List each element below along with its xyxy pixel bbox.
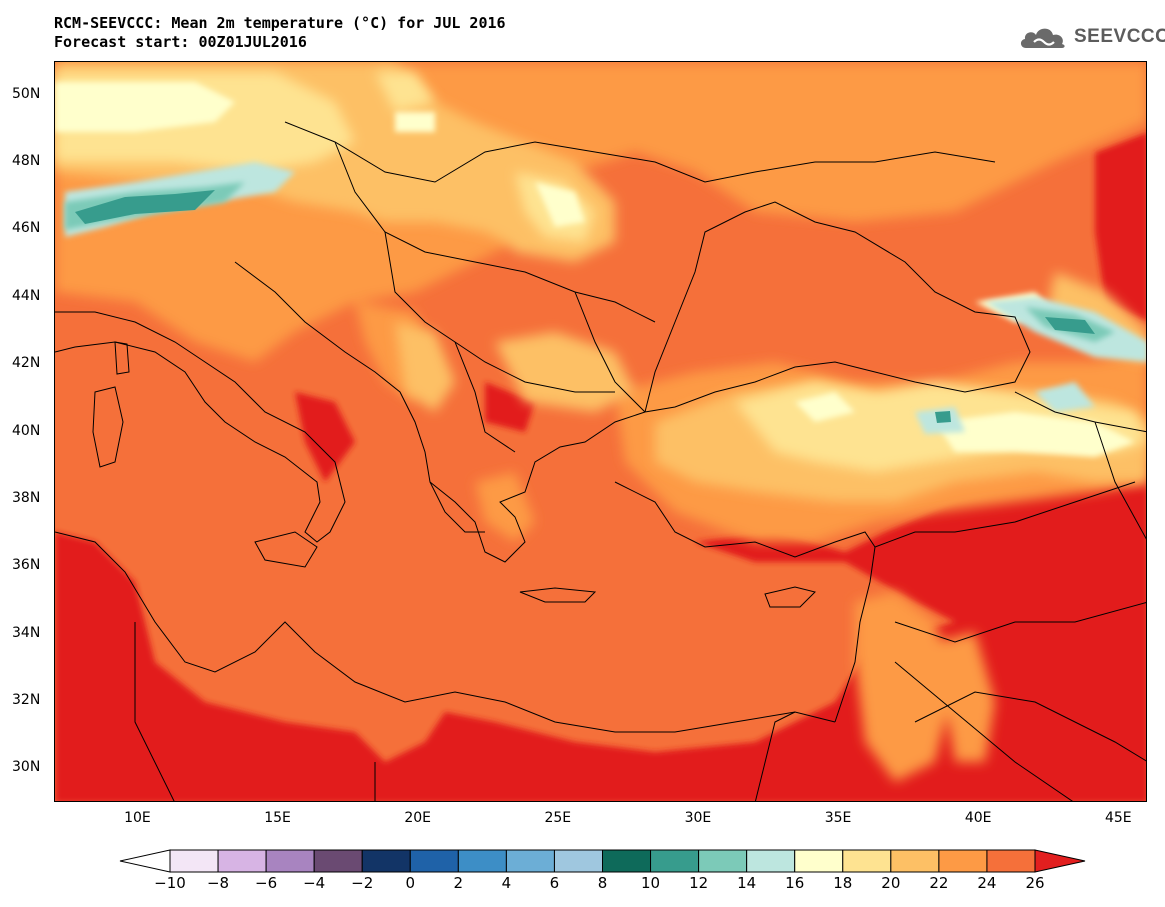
colorbar-label: −10 [154, 874, 186, 892]
lat-tick-label: 34N [12, 624, 41, 641]
colorbar-bin [986, 849, 1036, 873]
title-line-2: Forecast start: 00Z01JUL2016 [54, 33, 307, 51]
colorbar-over-arrow [1034, 849, 1086, 873]
colorbar-bin [553, 849, 604, 873]
colorbar-label: 4 [501, 874, 512, 892]
lon-tick-label: 30E [684, 810, 712, 826]
colorbar-bin [746, 849, 796, 873]
seevccc-logo: SEEVCCC [1018, 22, 1165, 52]
colorbar-label: 24 [977, 874, 997, 892]
colorbar-bin [361, 849, 411, 873]
colorbar-label: 16 [785, 874, 805, 892]
colorbar-bin [698, 849, 748, 873]
colorbar-bin [842, 849, 892, 873]
colorbar-label: 20 [881, 874, 901, 892]
colorbar-bin [650, 849, 700, 873]
lon-tick-label: 45E [1104, 810, 1132, 826]
colorbar-bin [409, 849, 459, 873]
logo-text: SEEVCCC [1074, 26, 1165, 47]
colorbar-label: 12 [689, 874, 709, 892]
lat-tick-label: 48N [12, 153, 41, 170]
map-title: RCM-SEEVCCC: Mean 2m temperature (°C) fo… [54, 14, 506, 52]
lon-tick-label: 20E [404, 810, 431, 826]
lon-tick-label: 10E [124, 810, 151, 826]
colorbar-label: −4 [303, 874, 326, 892]
colorbar-label: 10 [641, 874, 661, 892]
lat-tick-label: 46N [12, 220, 41, 237]
lon-tick-label: 15E [264, 810, 291, 826]
cloud-logo-icon [1020, 28, 1065, 48]
colorbar-bin [602, 849, 652, 873]
colorbar-label: 0 [405, 874, 416, 892]
temperature-map [54, 61, 1147, 802]
lat-tick-label: 44N [12, 287, 41, 304]
colorbar-bin [313, 849, 363, 873]
colorbar-bin [938, 849, 988, 873]
lat-tick-label: 38N [12, 489, 41, 506]
colorbar-label: 26 [1025, 874, 1045, 892]
colorbar-label: −8 [206, 874, 230, 892]
colorbar-label: −2 [351, 874, 374, 892]
colorbar-bin [457, 849, 507, 873]
colorbar-label: 14 [737, 874, 757, 892]
colorbar-label: 18 [833, 874, 853, 892]
colorbar-label: −6 [255, 874, 278, 892]
colorbar-label: 22 [929, 874, 949, 892]
colorbar-label: 6 [549, 874, 560, 892]
lon-tick-label: 25E [544, 810, 572, 826]
colorbar-label: 8 [597, 874, 608, 892]
lat-tick-label: 42N [12, 355, 41, 372]
lat-tick-label: 50N [12, 85, 41, 102]
colorbar-bin [217, 849, 267, 873]
colorbar-bin [505, 849, 555, 873]
lat-tick-label: 30N [12, 759, 41, 776]
colorbar-bin [890, 849, 940, 873]
colorbar-label: 2 [453, 874, 464, 892]
lat-tick-label: 32N [12, 691, 41, 708]
lon-tick-label: 40E [964, 810, 992, 826]
lon-tick-label: 35E [824, 810, 852, 826]
colorbar-bin [169, 849, 219, 873]
colorbar-bin [265, 849, 315, 873]
temperature-field [55, 62, 1146, 801]
coastlines [55, 121, 1146, 801]
lat-tick-label: 40N [12, 422, 41, 439]
lat-tick-label: 36N [12, 557, 41, 574]
colorbar-under-arrow [119, 849, 171, 873]
title-line-1: RCM-SEEVCCC: Mean 2m temperature (°C) fo… [54, 14, 506, 32]
colorbar-bin [794, 849, 844, 873]
